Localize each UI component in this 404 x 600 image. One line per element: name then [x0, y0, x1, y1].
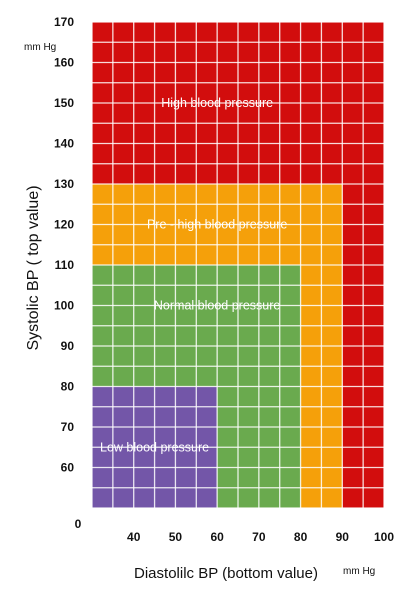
y-tick-label: 130	[54, 177, 74, 191]
grid-lines	[91, 21, 385, 509]
region-label-high: High blood pressure	[161, 96, 273, 110]
x-tick-label: 70	[252, 530, 266, 544]
y-tick-label: 90	[61, 339, 75, 353]
y-tick-label: 150	[54, 96, 74, 110]
x-unit-label: mm Hg	[343, 566, 375, 577]
x-tick-label: 100	[374, 530, 394, 544]
y-tick-label: 110	[55, 258, 75, 272]
y-tick-label: 170	[54, 15, 74, 29]
y-tick-label: 80	[61, 380, 75, 394]
region-labels: High blood pressure Pre - high blood pres…	[100, 96, 287, 454]
y-unit-label: mm Hg	[24, 42, 56, 53]
region-label-normal: Normal blood pressure	[154, 299, 280, 313]
y-axis-label: Systolic BP ( top value)	[25, 185, 42, 350]
region-label-prehigh: Pre - high blood pressure	[147, 218, 287, 232]
x-tick-label: 40	[127, 530, 141, 544]
region-label-low: Low blood pressure	[100, 440, 209, 454]
x-tick-label: 50	[169, 530, 183, 544]
x-tick-label: 80	[294, 530, 308, 544]
x-tick-labels: 40 50 60 70 80 90 100	[127, 530, 394, 544]
y-tick-label: 60	[61, 461, 75, 475]
origin-label: 0	[75, 517, 82, 531]
y-tick-label: 70	[61, 420, 75, 434]
y-tick-labels: 60 70 80 90 100 110 120 130 140 150 160 170	[54, 15, 74, 475]
y-tick-label: 120	[54, 218, 74, 232]
y-tick-label: 140	[54, 137, 74, 151]
y-tick-label: 160	[54, 56, 74, 70]
x-tick-label: 90	[336, 530, 350, 544]
x-axis-label: Diastolilc BP (bottom value)	[134, 565, 318, 582]
y-tick-label: 100	[54, 299, 74, 313]
x-tick-label: 60	[210, 530, 224, 544]
